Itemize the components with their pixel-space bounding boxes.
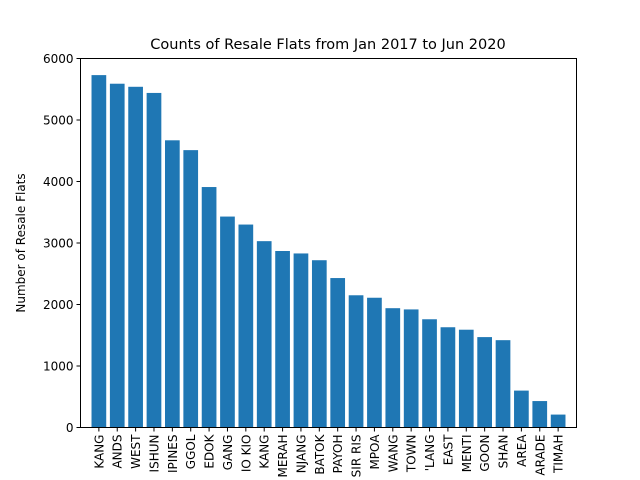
bar-8 xyxy=(238,224,254,428)
bar-5 xyxy=(183,150,199,428)
y-tick-label: 4000 xyxy=(43,175,74,189)
bars-group xyxy=(91,75,566,428)
bar-16 xyxy=(385,308,401,428)
bar-15 xyxy=(367,297,382,428)
bar-18 xyxy=(422,319,437,428)
bar-11 xyxy=(293,253,309,428)
x-tick-label: ISHUN xyxy=(147,435,161,473)
x-tick-label: TOWN xyxy=(405,435,419,474)
x-tick-label: MPOA xyxy=(368,434,382,470)
bar-6 xyxy=(201,187,217,428)
bar-0 xyxy=(91,75,107,428)
x-tick-label: WEST xyxy=(129,434,143,469)
plot-area-frame xyxy=(80,58,577,428)
x-tick-label: KANG xyxy=(92,435,106,469)
x-tick-label: GANG xyxy=(221,435,235,471)
bar-17 xyxy=(403,309,419,428)
y-tick-label: 6000 xyxy=(43,52,74,66)
bar-13 xyxy=(330,278,346,428)
bar-7 xyxy=(220,216,235,428)
bar-19 xyxy=(440,327,456,428)
bar-10 xyxy=(275,251,290,428)
x-tick-label: BATOK xyxy=(313,433,327,474)
x-tick-label: KANG xyxy=(258,435,272,469)
x-tick-label: AREA xyxy=(515,434,529,467)
y-axis-ticks: 0 1000 2000 3000 4000 5000 6000 xyxy=(43,52,81,435)
x-tick-label: EAST xyxy=(441,434,455,465)
y-axis-label: Number of Resale Flats xyxy=(14,173,28,312)
x-tick-label: GOON xyxy=(478,435,492,472)
x-tick-label: ANDS xyxy=(111,435,125,469)
bar-3 xyxy=(146,92,162,428)
bar-14 xyxy=(348,295,364,428)
y-tick-label: 0 xyxy=(66,421,74,435)
y-tick-label: 3000 xyxy=(43,236,74,250)
x-tick-label: PAYOH xyxy=(331,435,345,474)
bar-4 xyxy=(165,140,180,428)
x-axis-ticks: KANG ANDS WEST ISHUN IPINES GGOL EDOK GANG IO KI… xyxy=(92,427,566,478)
bar-21 xyxy=(477,337,492,428)
bar-22 xyxy=(495,340,511,428)
bar-20 xyxy=(458,329,474,428)
x-tick-label: WANG xyxy=(386,435,400,473)
x-tick-label: MERAH xyxy=(276,435,290,478)
bar-24 xyxy=(532,401,548,428)
bar-1 xyxy=(109,83,125,428)
x-tick-label: GGOL xyxy=(184,434,198,469)
bar-2 xyxy=(128,86,143,428)
x-tick-label: 'LANG xyxy=(423,435,437,472)
x-tick-label: MENTI xyxy=(460,435,474,473)
y-tick-label: 5000 xyxy=(43,113,74,127)
y-tick-label: 1000 xyxy=(43,359,74,373)
chart-title: Counts of Resale Flats from Jan 2017 to … xyxy=(150,37,505,53)
x-tick-label: TIMAH xyxy=(552,435,566,474)
x-tick-label: IO KIO xyxy=(239,435,253,473)
x-tick-label: SIR RIS xyxy=(350,435,364,478)
x-tick-label: ARADE xyxy=(533,435,547,476)
x-tick-label: NJANG xyxy=(294,435,308,474)
bar-25 xyxy=(550,414,566,428)
y-tick-label: 2000 xyxy=(43,298,74,312)
x-tick-label: IPINES xyxy=(166,435,180,474)
bar-12 xyxy=(311,260,327,428)
bar-23 xyxy=(514,390,529,428)
x-tick-label: EDOK xyxy=(203,433,217,468)
bar-9 xyxy=(256,241,272,428)
x-tick-label: SHAN xyxy=(497,435,511,469)
